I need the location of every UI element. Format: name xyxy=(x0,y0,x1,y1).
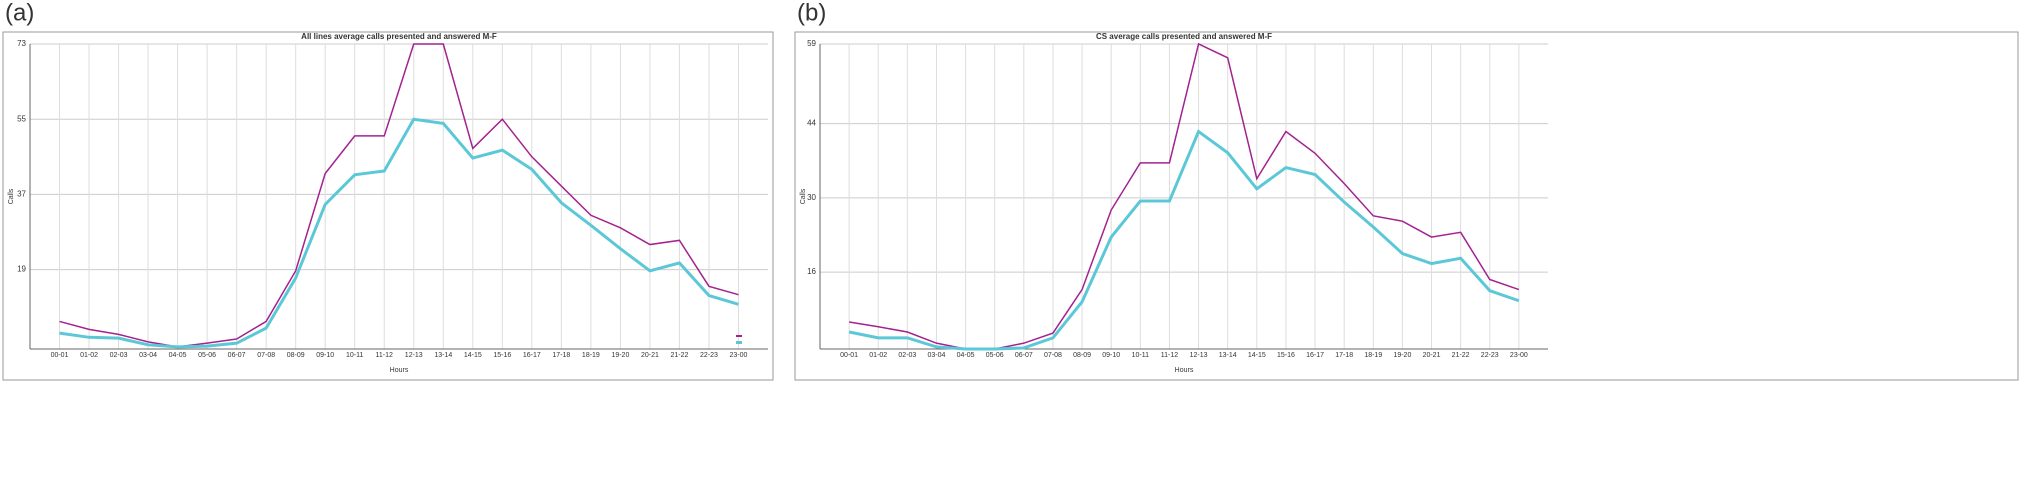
x-axis-label: Hours xyxy=(390,367,409,374)
x-tick-label: 19-20 xyxy=(1393,352,1411,359)
legend-swatch xyxy=(736,341,742,344)
x-tick-label: 07-08 xyxy=(257,352,275,359)
x-tick-label: 23-00 xyxy=(1510,352,1528,359)
x-tick-label: 03-04 xyxy=(139,352,157,359)
x-tick-label: 10-11 xyxy=(1132,352,1149,359)
x-tick-label: 18-19 xyxy=(582,352,600,359)
x-tick-label: 20-21 xyxy=(1423,352,1441,359)
y-tick-label: 59 xyxy=(807,39,816,48)
line-series xyxy=(59,43,739,348)
x-tick-label: 06-07 xyxy=(228,352,246,359)
x-tick-label: 12-13 xyxy=(405,352,423,359)
x-tick-label: 22-23 xyxy=(700,352,718,359)
x-tick-label: 04-05 xyxy=(169,352,187,359)
x-tick-label: 22-23 xyxy=(1481,352,1499,359)
panel-label: (a) xyxy=(5,0,34,26)
x-tick-label: 03-04 xyxy=(928,352,946,359)
x-tick-label: 20-21 xyxy=(641,352,659,359)
line-series xyxy=(59,117,739,349)
x-tick-label: 15-16 xyxy=(493,352,511,359)
y-axis-label: Calls xyxy=(8,188,15,204)
x-tick-label: 00-01 xyxy=(51,352,69,359)
x-tick-label: 02-03 xyxy=(898,352,916,359)
x-tick-label: 16-17 xyxy=(1306,352,1324,359)
x-tick-label: 07-08 xyxy=(1044,352,1062,359)
x-tick-label: 09-10 xyxy=(316,352,334,359)
y-tick-label: 16 xyxy=(807,267,816,276)
y-tick-label: 19 xyxy=(17,265,26,274)
y-tick-label: 55 xyxy=(17,114,26,123)
y-tick-label: 37 xyxy=(17,190,26,199)
x-tick-label: 13-14 xyxy=(434,352,452,359)
x-tick-label: 15-16 xyxy=(1277,352,1295,359)
x-tick-label: 01-02 xyxy=(80,352,98,359)
frame xyxy=(2,31,774,381)
line-series xyxy=(848,42,1520,350)
x-tick-label: 21-22 xyxy=(1452,352,1470,359)
x-tick-label: 01-02 xyxy=(869,352,887,359)
x-tick-label: 21-22 xyxy=(670,352,688,359)
legend-swatch xyxy=(736,335,742,337)
y-tick-label: 30 xyxy=(807,193,816,202)
x-tick-label: 06-07 xyxy=(1015,352,1033,359)
x-tick-label: 11-12 xyxy=(1161,352,1178,359)
x-tick-label: 08-09 xyxy=(1073,352,1091,359)
x-tick-label: 08-09 xyxy=(287,352,305,359)
frame xyxy=(794,31,2019,381)
x-tick-label: 12-13 xyxy=(1190,352,1208,359)
panel-label: (b) xyxy=(797,0,826,26)
x-tick-label: 14-15 xyxy=(464,352,482,359)
x-tick-label: 11-12 xyxy=(376,352,393,359)
x-tick-label: 00-01 xyxy=(840,352,858,359)
x-tick-label: 23-00 xyxy=(730,352,748,359)
y-tick-label: 73 xyxy=(17,39,26,48)
x-tick-label: 18-19 xyxy=(1364,352,1382,359)
x-tick-label: 14-15 xyxy=(1248,352,1266,359)
x-tick-label: 13-14 xyxy=(1219,352,1237,359)
x-axis-label: Hours xyxy=(1175,367,1194,374)
line-series xyxy=(848,129,1520,351)
chart-title: CS average calls presented and answered … xyxy=(1096,32,1272,41)
x-tick-label: 19-20 xyxy=(611,352,629,359)
chart-title: All lines average calls presented and an… xyxy=(301,32,497,41)
x-tick-label: 04-05 xyxy=(957,352,975,359)
y-tick-label: 44 xyxy=(807,119,816,128)
y-axis-label: Calls xyxy=(800,188,807,204)
x-tick-label: 02-03 xyxy=(110,352,128,359)
x-tick-label: 10-11 xyxy=(346,352,363,359)
x-tick-label: 05-06 xyxy=(986,352,1004,359)
x-tick-label: 16-17 xyxy=(523,352,541,359)
x-tick-label: 17-18 xyxy=(552,352,570,359)
x-tick-label: 05-06 xyxy=(198,352,216,359)
x-tick-label: 17-18 xyxy=(1335,352,1353,359)
x-tick-label: 09-10 xyxy=(1102,352,1120,359)
